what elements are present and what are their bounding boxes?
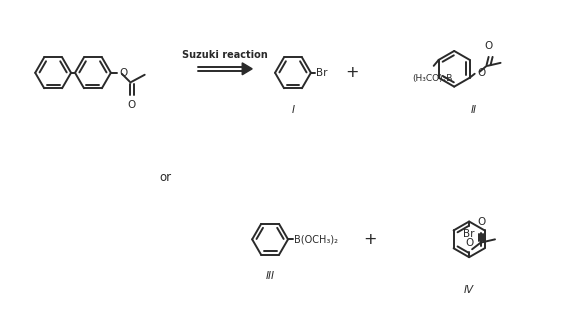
Text: +: + — [363, 232, 376, 247]
Polygon shape — [242, 63, 252, 75]
Text: or: or — [160, 171, 172, 184]
Text: B(OCH₃)₂: B(OCH₃)₂ — [294, 234, 338, 244]
Text: (H₃CO)₂B: (H₃CO)₂B — [412, 74, 453, 83]
Text: Br: Br — [316, 68, 327, 78]
Text: II: II — [471, 105, 477, 114]
Text: O: O — [128, 99, 136, 110]
Text: +: + — [345, 65, 358, 80]
Text: O: O — [478, 68, 486, 78]
Text: III: III — [266, 271, 275, 281]
Text: O: O — [484, 41, 492, 51]
Text: O: O — [465, 238, 473, 248]
Text: Br: Br — [463, 230, 475, 239]
Text: O: O — [120, 68, 128, 78]
Text: I: I — [291, 105, 294, 114]
Text: IV: IV — [464, 285, 474, 295]
Text: Suzuki reaction: Suzuki reaction — [183, 50, 268, 60]
Text: O: O — [477, 217, 485, 228]
